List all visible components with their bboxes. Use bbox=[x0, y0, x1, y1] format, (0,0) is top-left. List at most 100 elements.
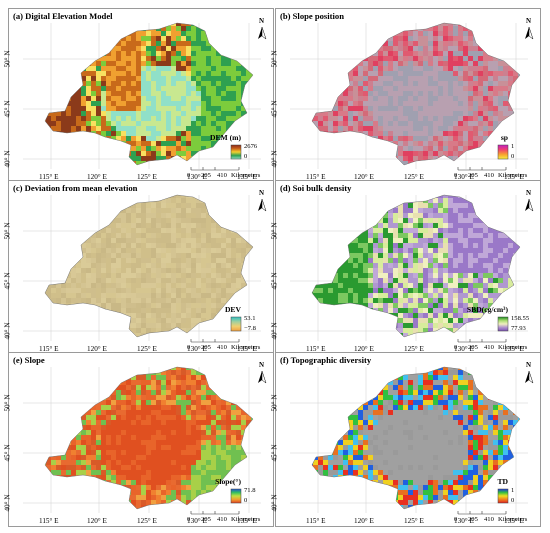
legend-min: 0 bbox=[244, 153, 248, 160]
map-b bbox=[290, 22, 534, 171]
north-arrow-icon bbox=[525, 370, 534, 384]
north-label: N bbox=[259, 361, 265, 369]
legend-max: 1 bbox=[511, 487, 515, 494]
panel-title: (f) Topographic diversity bbox=[280, 355, 372, 365]
legend-max: 53.1 bbox=[244, 315, 256, 322]
lon-tick-label: 120° E bbox=[354, 517, 374, 525]
lon-tick-label: 135° E bbox=[237, 517, 257, 525]
scale-number: 0 bbox=[454, 172, 458, 179]
lon-tick-label: 120° E bbox=[354, 345, 374, 353]
panel-title: (a) Digital Elevation Model bbox=[13, 11, 113, 21]
legend-title: DEM (m) bbox=[210, 133, 241, 142]
map-panel-c: (c) Deviation from mean elevation N DEV 53.… bbox=[4, 180, 274, 355]
scale-number: 0 bbox=[187, 344, 191, 351]
legend-swatch bbox=[497, 144, 509, 160]
legend-swatch bbox=[497, 316, 509, 332]
scale-bar bbox=[190, 511, 240, 515]
lat-tick-label: 40° N bbox=[3, 494, 12, 512]
scale-unit: Kilometers bbox=[231, 172, 261, 179]
north-arrow-icon bbox=[525, 26, 534, 40]
panel-title: (d) Soi bulk density bbox=[280, 183, 352, 193]
scale-number: 410 bbox=[484, 172, 494, 179]
legend-title: SBD(cg/cm³) bbox=[466, 305, 508, 314]
lon-tick-label: 125° E bbox=[137, 345, 157, 353]
scale-number: 205 bbox=[468, 344, 478, 351]
lat-tick-label: 50° N bbox=[270, 394, 279, 412]
scale-unit: Kilometers bbox=[231, 344, 261, 351]
lat-tick-label: 40° N bbox=[3, 150, 12, 168]
legend-max: 2676 bbox=[244, 143, 258, 150]
region-outline bbox=[311, 22, 521, 166]
scale-number: 205 bbox=[201, 344, 211, 351]
legend-swatch bbox=[230, 488, 242, 504]
lon-tick-label: 120° E bbox=[87, 345, 107, 353]
north-arrow-icon bbox=[525, 198, 534, 212]
legend-max: 71.8 bbox=[244, 487, 256, 494]
legend-title: sp bbox=[500, 133, 508, 142]
lat-tick-label: 45° N bbox=[3, 444, 12, 462]
legend-min: 0 bbox=[511, 153, 515, 160]
map-a bbox=[23, 22, 267, 171]
lat-tick-label: 40° N bbox=[3, 322, 12, 340]
lon-tick-label: 115° E bbox=[306, 345, 326, 353]
legend-swatch bbox=[230, 316, 242, 332]
legend-min: −7.8 bbox=[244, 325, 256, 332]
scale-number: 205 bbox=[468, 172, 478, 179]
lon-tick-label: 115° E bbox=[39, 517, 59, 525]
lat-tick-label: 45° N bbox=[3, 100, 12, 118]
north-label: N bbox=[259, 189, 265, 197]
lon-tick-label: 125° E bbox=[137, 173, 157, 181]
lat-tick-label: 50° N bbox=[3, 50, 12, 68]
region-outline bbox=[44, 366, 254, 510]
scale-number: 410 bbox=[217, 172, 227, 179]
scale-number: 0 bbox=[187, 516, 191, 523]
legend-title: Slope(°) bbox=[215, 477, 241, 486]
north-arrow-icon bbox=[258, 26, 267, 40]
scale-bar bbox=[190, 167, 240, 171]
lon-tick-label: 135° E bbox=[504, 517, 524, 525]
north-label: N bbox=[526, 17, 532, 25]
north-label: N bbox=[259, 17, 265, 25]
lat-tick-label: 40° N bbox=[270, 494, 279, 512]
lat-tick-label: 40° N bbox=[270, 150, 279, 168]
scale-bar bbox=[457, 511, 507, 515]
scale-bar bbox=[190, 339, 240, 343]
lon-tick-label: 125° E bbox=[404, 345, 424, 353]
legend-min: 0 bbox=[511, 497, 515, 504]
scale-unit: Kilometers bbox=[498, 172, 528, 179]
lon-tick-label: 135° E bbox=[504, 345, 524, 353]
lon-tick-label: 120° E bbox=[87, 173, 107, 181]
lat-tick-label: 45° N bbox=[270, 100, 279, 118]
scale-bar bbox=[457, 339, 507, 343]
legend-swatch bbox=[497, 488, 509, 504]
map-panel-a: (a) Digital Elevation Model N DEM (m) 2676 0… bbox=[4, 8, 274, 183]
scale-unit: Kilometers bbox=[498, 344, 528, 351]
lon-tick-label: 130° E bbox=[454, 345, 474, 353]
lat-tick-label: 50° N bbox=[3, 222, 12, 240]
lon-tick-label: 130° E bbox=[454, 517, 474, 525]
map-d bbox=[290, 194, 534, 343]
lon-tick-label: 135° E bbox=[504, 173, 524, 181]
legend-title: DEV bbox=[224, 305, 241, 314]
map-e bbox=[23, 366, 267, 515]
map-panel-d: (d) Soi bulk density N SBD(cg/cm³) 158.55 77… bbox=[271, 180, 541, 355]
north-arrow-icon bbox=[258, 370, 267, 384]
lon-tick-label: 135° E bbox=[237, 173, 257, 181]
map-panel-e: (e) Slope N Slope(°) 71.8 0 0 205 410 Kilometers… bbox=[4, 352, 274, 527]
lon-tick-label: 130° E bbox=[187, 173, 207, 181]
lat-tick-label: 50° N bbox=[270, 50, 279, 68]
region-outline bbox=[44, 194, 254, 338]
scale-number: 205 bbox=[468, 516, 478, 523]
scale-number: 410 bbox=[484, 344, 494, 351]
legend-min: 0 bbox=[244, 497, 248, 504]
lat-tick-label: 45° N bbox=[3, 272, 12, 290]
scale-number: 410 bbox=[484, 516, 494, 523]
legend-max: 1 bbox=[511, 143, 515, 150]
lon-tick-label: 115° E bbox=[39, 173, 59, 181]
north-label: N bbox=[526, 189, 532, 197]
scale-unit: Kilometers bbox=[231, 516, 261, 523]
scale-number: 0 bbox=[454, 516, 458, 523]
scale-number: 205 bbox=[201, 516, 211, 523]
lon-tick-label: 135° E bbox=[237, 345, 257, 353]
